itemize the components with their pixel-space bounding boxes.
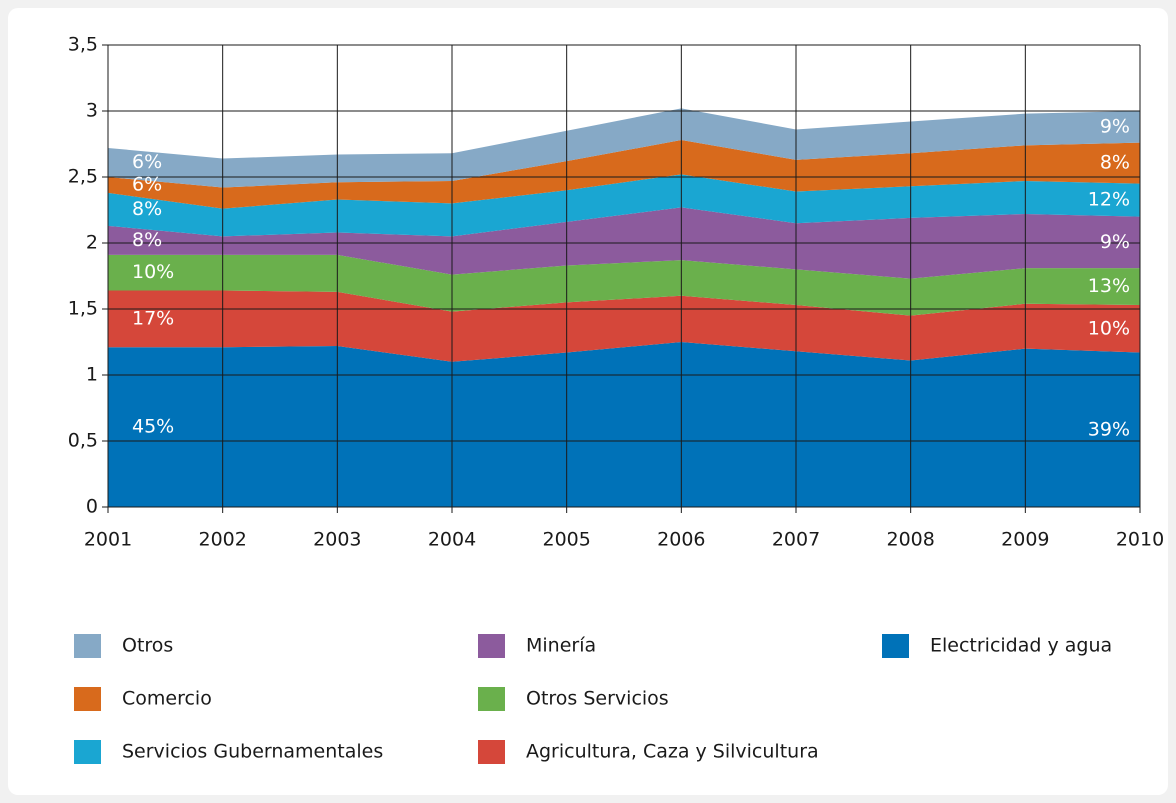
data-label: 13% <box>1088 275 1130 297</box>
y-tick-label: 2,5 <box>68 166 98 188</box>
legend-label: Comercio <box>122 688 212 710</box>
legend-swatch <box>478 740 505 764</box>
area <box>108 290 1140 362</box>
legend-label: Otros Servicios <box>526 688 669 710</box>
x-tick-label: 2002 <box>198 529 246 551</box>
area <box>108 342 1140 507</box>
y-tick-label: 0,5 <box>68 430 98 452</box>
legend-swatch <box>74 634 101 658</box>
data-label: 12% <box>1088 189 1130 211</box>
x-tick-label: 2005 <box>542 529 590 551</box>
data-label: 9% <box>1100 231 1130 253</box>
legend-label: Electricidad y agua <box>930 635 1112 657</box>
data-label: 8% <box>132 229 162 251</box>
legend-swatch <box>478 687 505 711</box>
data-label: 9% <box>1100 115 1130 137</box>
legend-label: Otros <box>122 635 173 657</box>
x-tick-label: 2003 <box>313 529 361 551</box>
x-tick-label: 2007 <box>772 529 820 551</box>
data-label: 10% <box>1088 317 1130 339</box>
area <box>108 108 1140 188</box>
y-tick-label: 0 <box>86 496 98 518</box>
x-tick-label: 2001 <box>84 529 132 551</box>
legend-label: Minería <box>526 635 596 657</box>
x-tick-label: 2008 <box>886 529 934 551</box>
data-label: 39% <box>1088 418 1130 440</box>
x-tick-label: 2010 <box>1116 529 1164 551</box>
data-label: 8% <box>1100 152 1130 174</box>
area <box>108 254 1140 316</box>
y-tick-label: 1 <box>86 364 98 386</box>
data-label: 8% <box>132 198 162 220</box>
x-tick-label: 2004 <box>428 529 476 551</box>
data-label: 6% <box>132 151 162 173</box>
y-tick-label: 2 <box>86 232 98 254</box>
data-label: 10% <box>132 261 174 283</box>
data-label: 45% <box>132 416 174 438</box>
data-label: 17% <box>132 307 174 329</box>
legend-swatch <box>478 634 505 658</box>
y-tick-label: 1,5 <box>68 298 98 320</box>
legend-swatch <box>74 687 101 711</box>
y-tick-label: 3,5 <box>68 34 98 56</box>
data-label: 6% <box>132 173 162 195</box>
area <box>108 174 1140 237</box>
legend-label: Servicios Gubernamentales <box>122 741 383 763</box>
legend-swatch <box>74 740 101 764</box>
x-tick-label: 2006 <box>657 529 705 551</box>
area <box>108 140 1140 209</box>
legend-swatch <box>882 634 909 658</box>
legend-label: Agricultura, Caza y Silvicultura <box>526 741 819 763</box>
y-tick-label: 3 <box>86 100 98 122</box>
x-tick-label: 2009 <box>1001 529 1049 551</box>
